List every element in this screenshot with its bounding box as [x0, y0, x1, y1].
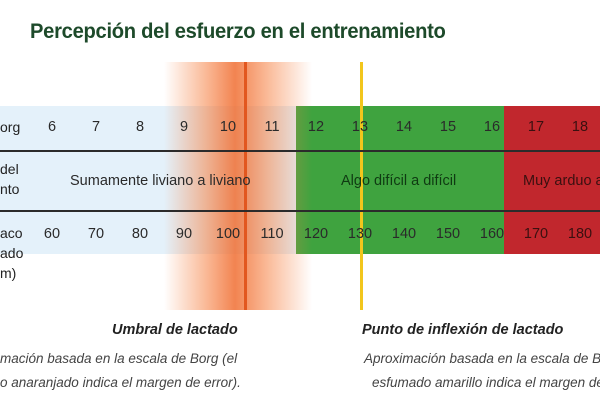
- row-divider: [0, 210, 600, 212]
- heart-rate-value-cell: 130: [347, 226, 373, 242]
- borg-value-cell: 8: [135, 119, 145, 135]
- heart-rate-value-cell: 120: [303, 226, 329, 242]
- heart-rate-value-cell: 90: [175, 226, 193, 242]
- hr-row-label-1: aco: [0, 225, 23, 241]
- perception-row-label-2: nto: [0, 181, 20, 197]
- green-zone-label: Algo difícil a difícil: [341, 173, 457, 189]
- lactate-threshold-error-margin: [164, 62, 312, 310]
- lactate-inflection-text-2: esfumado amarillo indica el margen de: [372, 375, 600, 390]
- heart-rate-value-cell: 170: [523, 226, 549, 242]
- borg-value-cell: 18: [571, 119, 589, 135]
- heart-rate-value-cell: 100: [215, 226, 241, 242]
- hard-effort-zone: [296, 106, 504, 254]
- borg-value-cell: 14: [395, 119, 413, 135]
- heart-rate-value-cell: 150: [435, 226, 461, 242]
- hr-row-label-3: m): [0, 265, 17, 281]
- borg-value-cell: 9: [179, 119, 189, 135]
- borg-value-cell: 12: [307, 119, 325, 135]
- heart-rate-value-cell: 180: [567, 226, 593, 242]
- very-hard-effort-zone: [504, 106, 600, 254]
- heart-rate-value-cell: 60: [43, 226, 61, 242]
- borg-row-label: org: [0, 119, 21, 135]
- borg-value-cell: 11: [264, 119, 280, 135]
- perception-row-label-1: del: [0, 161, 19, 177]
- page-title: Percepción del esfuerzo en el entrenamie…: [30, 20, 446, 43]
- heart-rate-value-cell: 80: [131, 226, 149, 242]
- light-zone-label: Sumamente liviano a liviano: [70, 173, 251, 189]
- lactate-threshold-line: [244, 62, 247, 310]
- borg-value-cell: 7: [91, 119, 101, 135]
- borg-value-cell: 16: [483, 119, 501, 135]
- lactate-inflection-heading: Punto de inflexión de lactado: [362, 322, 564, 338]
- borg-value-cell: 15: [439, 119, 457, 135]
- lactate-threshold-text-2: o anaranjado indica el margen de error).: [0, 375, 241, 390]
- lactate-inflection-text-1: Aproximación basada en la escala de Bo: [364, 351, 600, 366]
- heart-rate-value-cell: 70: [87, 226, 105, 242]
- row-divider: [0, 150, 600, 152]
- red-zone-label: Muy arduo a: [523, 173, 600, 189]
- borg-value-cell: 10: [219, 119, 237, 135]
- lactate-threshold-text-1: mación basada en la escala de Borg (el: [0, 351, 238, 366]
- lactate-threshold-heading: Umbral de lactado: [112, 322, 238, 338]
- borg-value-cell: 17: [527, 119, 545, 135]
- lactate-inflection-line: [360, 62, 363, 310]
- borg-value-cell: 6: [47, 119, 57, 135]
- heart-rate-value-cell: 110: [260, 226, 284, 242]
- heart-rate-value-cell: 140: [391, 226, 417, 242]
- borg-value-cell: 13: [351, 119, 369, 135]
- hr-row-label-2: ado: [0, 245, 24, 261]
- heart-rate-value-cell: 160: [479, 226, 505, 242]
